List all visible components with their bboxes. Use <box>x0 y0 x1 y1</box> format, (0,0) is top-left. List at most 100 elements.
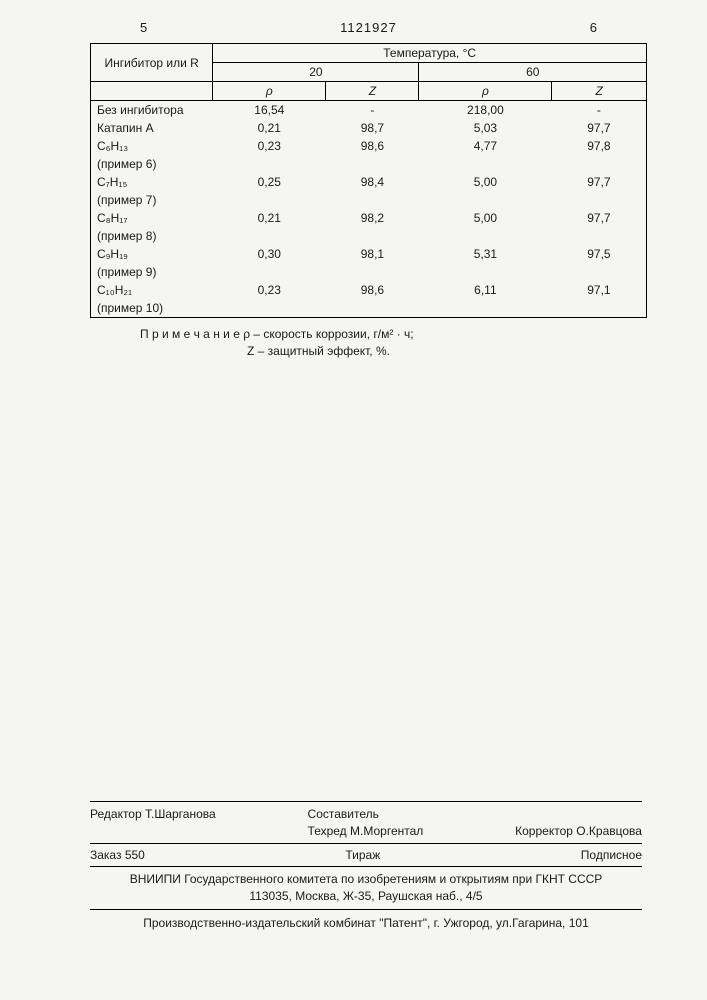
row-value <box>213 155 326 173</box>
row-value: 0,21 <box>213 209 326 227</box>
table-row: C₉H₁₉0,3098,15,3197,5 <box>91 245 647 263</box>
col-header-60c: 60 <box>419 63 647 82</box>
row-value <box>213 227 326 245</box>
row-value: 97,7 <box>552 173 647 191</box>
corrector-name: О.Кравцова <box>576 824 642 838</box>
subscribe-label: Подписное <box>581 848 642 862</box>
row-label: (пример 6) <box>91 155 213 173</box>
techred-name: М.Моргентал <box>350 824 423 838</box>
row-value: 5,31 <box>419 245 552 263</box>
row-value <box>213 263 326 281</box>
row-value <box>552 155 647 173</box>
document-footer: Редактор Т.Шарганова Составитель Техред … <box>90 801 642 930</box>
row-value: 4,77 <box>419 137 552 155</box>
table-row: (пример 6) <box>91 155 647 173</box>
row-value: 97,8 <box>552 137 647 155</box>
row-label: (пример 10) <box>91 299 213 318</box>
page-container: 5 1121927 6 Ингибитор или R Температура,… <box>0 0 707 1000</box>
note-line-2: Z – защитный эффект, %. <box>140 343 647 360</box>
credits-row: Редактор Т.Шарганова Составитель Техред … <box>90 801 642 844</box>
row-value: 98,6 <box>326 137 419 155</box>
row-value: 16,54 <box>213 101 326 120</box>
compiler-block: Составитель Техред М.Моргентал <box>308 806 424 840</box>
row-value: 97,7 <box>552 209 647 227</box>
row-value: 218,00 <box>419 101 552 120</box>
note-line-1: П р и м е ч а н и е ρ – скорость коррози… <box>140 326 647 343</box>
page-number-left: 5 <box>140 20 147 35</box>
row-value <box>552 263 647 281</box>
page-number-right: 6 <box>590 20 597 35</box>
col-z-20: Z <box>326 82 419 101</box>
row-value: 6,11 <box>419 281 552 299</box>
table-row: Без ингибитора16,54-218,00- <box>91 101 647 120</box>
row-value <box>326 299 419 318</box>
col-header-temperature: Температура, °C <box>213 44 647 63</box>
table-row: C₁₀H₂₁0,2398,66,1197,1 <box>91 281 647 299</box>
col-blank <box>91 82 213 101</box>
row-label: C₈H₁₇ <box>91 209 213 227</box>
row-value: 0,23 <box>213 137 326 155</box>
row-label: C₇H₁₅ <box>91 173 213 191</box>
order-label: Заказ <box>90 848 121 862</box>
row-label: Без ингибитора <box>91 101 213 120</box>
printer-line: Производственно-издательский комбинат "П… <box>90 910 642 930</box>
row-value <box>552 191 647 209</box>
row-label: C₆H₁₃ <box>91 137 213 155</box>
row-value: 97,7 <box>552 119 647 137</box>
table-note: П р и м е ч а н и е ρ – скорость коррози… <box>140 326 647 360</box>
document-number: 1121927 <box>340 20 397 35</box>
table-row: (пример 7) <box>91 191 647 209</box>
row-value: 0,21 <box>213 119 326 137</box>
row-value <box>419 263 552 281</box>
row-label: (пример 7) <box>91 191 213 209</box>
organization-block: ВНИИПИ Государственного комитета по изоб… <box>90 867 642 910</box>
row-value <box>326 155 419 173</box>
row-value: - <box>326 101 419 120</box>
row-value: 98,6 <box>326 281 419 299</box>
row-value: 98,1 <box>326 245 419 263</box>
order-row: Заказ 550 Тираж Подписное <box>90 843 642 867</box>
row-value: 98,2 <box>326 209 419 227</box>
row-value: 97,5 <box>552 245 647 263</box>
row-value <box>419 227 552 245</box>
col-z-60: Z <box>552 82 647 101</box>
compiler-label: Составитель <box>308 806 424 823</box>
row-value: 0,25 <box>213 173 326 191</box>
techred-label: Техред <box>308 824 347 838</box>
table-row: (пример 8) <box>91 227 647 245</box>
table-row: C₆H₁₃0,2398,64,7797,8 <box>91 137 647 155</box>
row-label: (пример 9) <box>91 263 213 281</box>
row-value <box>419 299 552 318</box>
col-rho-20: ρ <box>213 82 326 101</box>
col-header-inhibitor: Ингибитор или R <box>91 44 213 82</box>
corrector-block: Корректор О.Кравцова <box>515 806 642 840</box>
corrector-label: Корректор <box>515 824 573 838</box>
row-value: 98,7 <box>326 119 419 137</box>
col-rho-60: ρ <box>419 82 552 101</box>
row-value <box>326 263 419 281</box>
row-value: 97,1 <box>552 281 647 299</box>
table-row: C₇H₁₅0,2598,45,0097,7 <box>91 173 647 191</box>
order-cell: Заказ 550 <box>90 848 145 862</box>
row-value <box>213 191 326 209</box>
row-label: C₁₀H₂₁ <box>91 281 213 299</box>
editor-label: Редактор <box>90 807 142 821</box>
order-number: 550 <box>125 848 145 862</box>
row-value <box>552 299 647 318</box>
org-line-1: ВНИИПИ Государственного комитета по изоб… <box>90 871 642 888</box>
row-label: C₉H₁₉ <box>91 245 213 263</box>
row-label: (пример 8) <box>91 227 213 245</box>
table-row: (пример 9) <box>91 263 647 281</box>
row-value: 5,00 <box>419 173 552 191</box>
row-value: 0,23 <box>213 281 326 299</box>
row-value: 0,30 <box>213 245 326 263</box>
editor-block: Редактор Т.Шарганова <box>90 806 216 840</box>
table-row: Катапин А0,2198,75,0397,7 <box>91 119 647 137</box>
row-value <box>326 191 419 209</box>
row-value: 5,03 <box>419 119 552 137</box>
table-row: C₈H₁₇0,2198,25,0097,7 <box>91 209 647 227</box>
row-value: 5,00 <box>419 209 552 227</box>
table-row: (пример 10) <box>91 299 647 318</box>
corrosion-data-table: Ингибитор или R Температура, °C 20 60 ρ … <box>90 43 647 318</box>
row-label: Катапин А <box>91 119 213 137</box>
